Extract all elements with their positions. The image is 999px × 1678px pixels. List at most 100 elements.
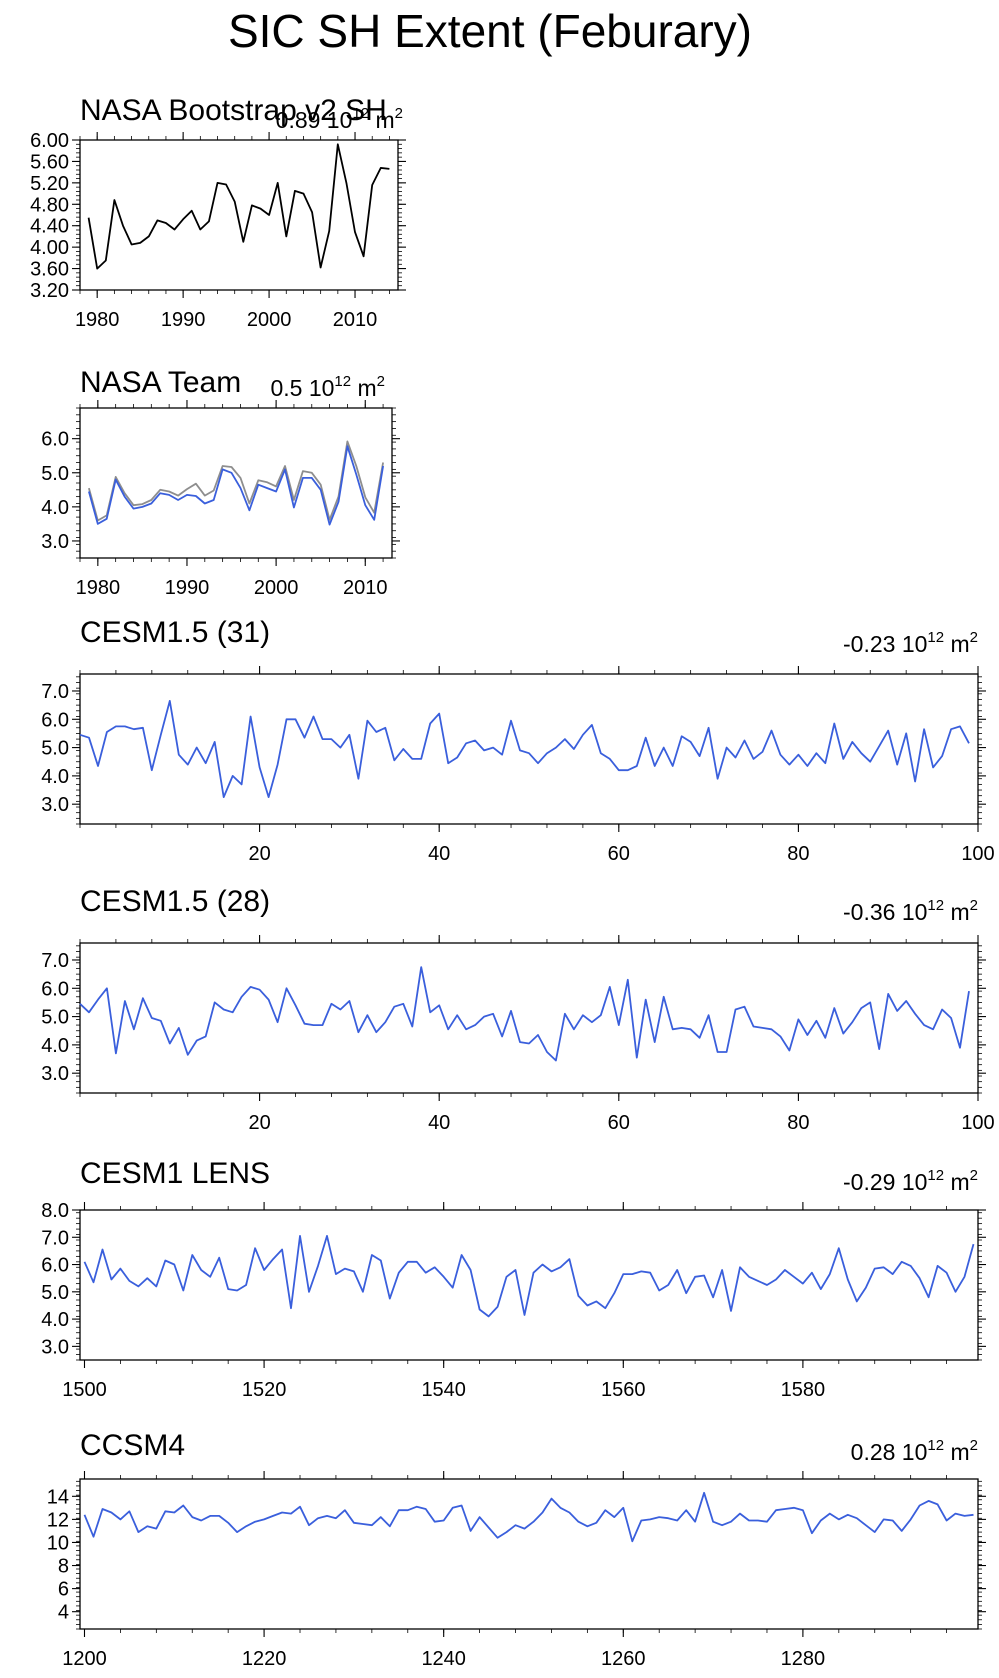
trend-unit: m bbox=[369, 107, 395, 133]
x-tick-label: 1260 bbox=[601, 1648, 646, 1670]
trend-exponent: 12 bbox=[927, 1167, 944, 1184]
x-tick-label: 1240 bbox=[421, 1648, 466, 1670]
x-tick-label: 1520 bbox=[242, 1379, 287, 1401]
y-tick-label: 5.20 bbox=[30, 173, 69, 195]
y-tick-label: 3.0 bbox=[41, 531, 69, 553]
x-tick-label: 2000 bbox=[247, 309, 292, 331]
trend-unit: m bbox=[944, 899, 970, 925]
x-tick-label: 40 bbox=[428, 1112, 450, 1134]
y-tick-label: 6.0 bbox=[41, 429, 69, 451]
y-tick-label: 5.60 bbox=[30, 151, 69, 173]
y-tick-label: 8 bbox=[58, 1556, 69, 1578]
trend-value: -0.23 10 bbox=[843, 631, 927, 657]
trend-value: -0.29 10 bbox=[843, 1169, 927, 1195]
y-tick-label: 6.00 bbox=[30, 130, 69, 152]
x-tick-label: 1980 bbox=[76, 577, 121, 599]
trend-value: 0.89 10 bbox=[276, 107, 353, 133]
x-tick-label: 1280 bbox=[781, 1648, 826, 1670]
y-tick-label: 3.20 bbox=[30, 280, 69, 302]
series-line-1 bbox=[79, 700, 970, 798]
trend-unit: m bbox=[944, 1439, 970, 1465]
y-tick-label: 4.0 bbox=[41, 766, 69, 788]
panel-title: CESM1.5 (28) bbox=[80, 885, 270, 918]
y-tick-label: 5.0 bbox=[41, 738, 69, 760]
x-tick-label: 80 bbox=[787, 1112, 809, 1134]
series-line-1 bbox=[87, 143, 390, 270]
plot-frame bbox=[79, 673, 979, 825]
x-tick-label: 1500 bbox=[62, 1379, 107, 1401]
y-tick-label: 4.80 bbox=[30, 194, 69, 216]
y-tick-label: 3.0 bbox=[41, 1336, 69, 1358]
x-tick-label: 1220 bbox=[242, 1648, 287, 1670]
series-line-1 bbox=[88, 440, 384, 522]
y-tick-label: 4.0 bbox=[41, 1035, 69, 1057]
panel-title: CCSM4 bbox=[80, 1429, 185, 1462]
y-tick-label: 5.0 bbox=[41, 1007, 69, 1029]
series-line-1 bbox=[79, 966, 970, 1062]
x-tick-label: 1580 bbox=[781, 1379, 826, 1401]
y-tick-label: 4 bbox=[58, 1602, 69, 1624]
trend-label: 0.28 1012 m2 bbox=[851, 1437, 978, 1465]
plot-frame bbox=[79, 1209, 979, 1361]
x-tick-label: 80 bbox=[787, 843, 809, 865]
panel-title: CESM1.5 (31) bbox=[80, 616, 270, 649]
x-tick-label: 60 bbox=[608, 843, 630, 865]
y-tick-label: 3.0 bbox=[41, 1063, 69, 1085]
y-tick-label: 6.0 bbox=[41, 709, 69, 731]
y-tick-label: 12 bbox=[47, 1509, 69, 1531]
trend-unit: m bbox=[351, 375, 377, 401]
plot-frame bbox=[79, 1478, 979, 1630]
trend-unit: m bbox=[944, 631, 970, 657]
y-tick-label: 5.0 bbox=[41, 463, 69, 485]
x-tick-label: 60 bbox=[608, 1112, 630, 1134]
y-tick-label: 4.00 bbox=[30, 237, 69, 259]
x-tick-label: 2010 bbox=[333, 309, 378, 331]
trend-label: -0.29 1012 m2 bbox=[843, 1167, 978, 1195]
x-tick-label: 100 bbox=[961, 843, 994, 865]
x-tick-label: 2000 bbox=[254, 577, 299, 599]
trend-unit-exponent: 2 bbox=[970, 629, 978, 646]
x-tick-label: 2010 bbox=[343, 577, 388, 599]
x-tick-label: 1980 bbox=[75, 309, 120, 331]
y-tick-label: 7.0 bbox=[41, 681, 69, 703]
plot-frame bbox=[79, 407, 393, 559]
panel-title: CESM1 LENS bbox=[80, 1157, 270, 1190]
y-tick-label: 6.0 bbox=[41, 1255, 69, 1277]
panel-2: NASA Team 0.5 1012 m2 3.0 4.0 5.0 6.0 1980 1990… bbox=[41, 366, 400, 599]
x-tick-label: 1990 bbox=[161, 309, 206, 331]
y-tick-label: 3.60 bbox=[30, 259, 69, 281]
plot-frame bbox=[79, 942, 979, 1094]
trend-exponent: 12 bbox=[927, 629, 944, 646]
y-tick-label: 4.40 bbox=[30, 216, 69, 238]
y-tick-label: 5.0 bbox=[41, 1282, 69, 1304]
trend-exponent: 12 bbox=[927, 897, 944, 914]
trend-label: -0.36 1012 m2 bbox=[843, 897, 978, 925]
trend-unit-exponent: 2 bbox=[395, 105, 403, 122]
y-tick-label: 7.0 bbox=[41, 950, 69, 972]
trend-unit: m bbox=[944, 1169, 970, 1195]
trend-exponent: 12 bbox=[927, 1437, 944, 1454]
series-line-2 bbox=[88, 445, 384, 526]
x-tick-label: 1990 bbox=[165, 577, 210, 599]
trend-label: 0.89 1012 m2 bbox=[276, 105, 403, 133]
x-tick-label: 20 bbox=[248, 1112, 270, 1134]
y-tick-label: 4.0 bbox=[41, 497, 69, 519]
y-tick-label: 3.0 bbox=[41, 794, 69, 816]
trend-exponent: 12 bbox=[352, 105, 369, 122]
y-tick-label: 7.0 bbox=[41, 1227, 69, 1249]
trend-unit-exponent: 2 bbox=[970, 1167, 978, 1184]
panel-5: CESM1 LENS -0.29 1012 m2 3.0 4.0 5.0 6.0 7.0 8.… bbox=[41, 1157, 986, 1401]
x-tick-label: 1540 bbox=[421, 1379, 466, 1401]
x-tick-label: 1560 bbox=[601, 1379, 646, 1401]
y-tick-label: 6 bbox=[58, 1579, 69, 1601]
trend-label: 0.5 1012 m2 bbox=[270, 373, 385, 401]
trend-unit-exponent: 2 bbox=[377, 373, 385, 390]
panel-title: NASA Bootstrap v2 SH bbox=[80, 94, 387, 127]
trend-unit-exponent: 2 bbox=[970, 897, 978, 914]
trend-unit-exponent: 2 bbox=[970, 1437, 978, 1454]
panel-1: NASA Bootstrap v2 SH0.89 1012 m2 3.203.60… bbox=[30, 94, 406, 331]
x-tick-label: 1200 bbox=[62, 1648, 107, 1670]
trend-value: 0.5 10 bbox=[270, 375, 334, 401]
main-title: SIC SH Extent (Feburary) bbox=[228, 5, 752, 57]
